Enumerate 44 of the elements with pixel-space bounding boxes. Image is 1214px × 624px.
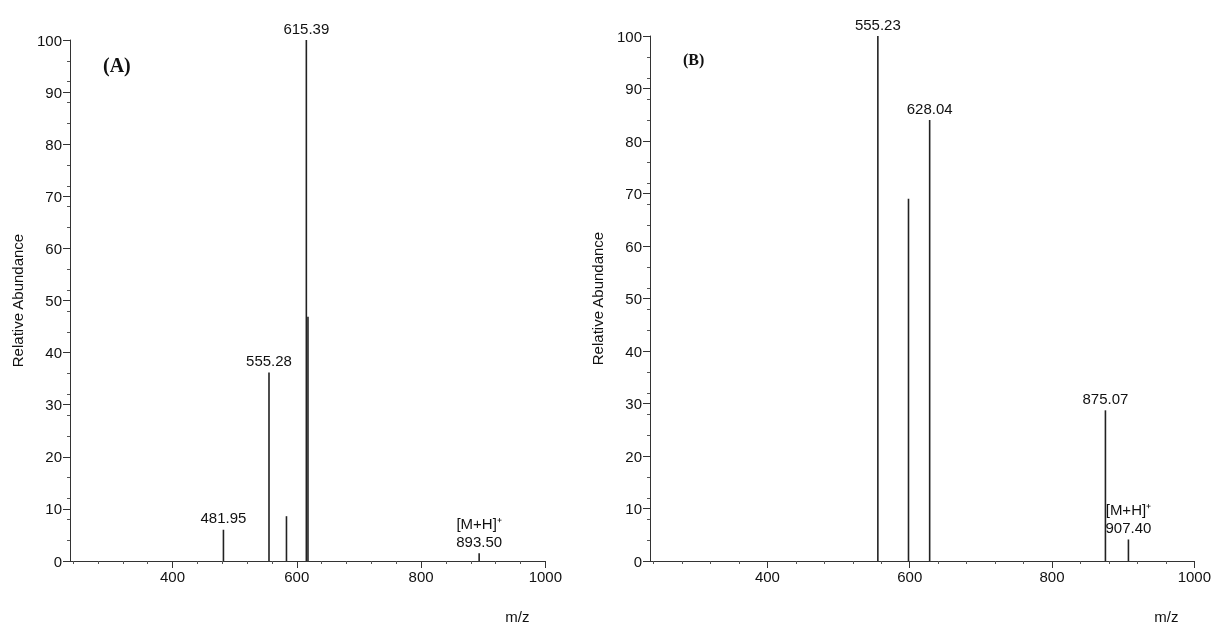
y-tick-label: 50: [45, 292, 62, 309]
annotation: [M+H]⁺ 907.40: [1105, 500, 1152, 536]
y-tick-label: 60: [45, 239, 62, 257]
y-tick-label: 0: [53, 552, 62, 570]
annotation: 628.04: [906, 99, 953, 117]
y-tick-label: 70: [625, 185, 642, 202]
y-axis-title: Relative Abundance: [9, 233, 26, 368]
annotation: 875.07: [1082, 389, 1129, 407]
x-tick-label: 1000: [528, 568, 562, 585]
x-tick-label: 400: [754, 568, 780, 585]
y-tick-label: 40: [625, 342, 642, 360]
annotation: 555.28: [246, 351, 292, 369]
x-axis-title: m/z: [1154, 608, 1179, 624]
y-tick-label: 10: [625, 500, 642, 517]
annotation: 481.95: [200, 509, 247, 527]
annotation: 555.23: [854, 15, 901, 33]
y-tick-label: 30: [45, 396, 62, 414]
x-tick-label: 800: [408, 568, 434, 585]
x-axis-title: m/z: [505, 608, 530, 624]
y-tick-label: 100: [36, 31, 62, 49]
y-tick-label: 30: [625, 395, 642, 412]
y-tick-label: 40: [45, 344, 62, 362]
y-axis-title: Relative Abundance: [589, 231, 606, 366]
y-tick-label: 0: [633, 552, 642, 570]
x-tick-label: 600: [897, 568, 923, 585]
x-tick-label: 600: [284, 568, 310, 585]
y-tick-label: 80: [45, 135, 62, 153]
y-tick-label: 100: [616, 27, 642, 45]
y-tick-label: 70: [45, 187, 62, 205]
annotation: 615.39: [283, 19, 330, 37]
y-tick-label: 10: [45, 500, 62, 518]
y-tick-label: 20: [45, 448, 62, 466]
x-tick-label: 400: [160, 568, 186, 585]
y-tick-label: 20: [625, 447, 642, 465]
annotation: [M+H]⁺ 893.50: [456, 514, 503, 550]
x-tick-label: 800: [1039, 568, 1065, 585]
x-tick-label: 1000: [1177, 568, 1211, 585]
y-tick-label: 90: [625, 80, 642, 97]
y-tick-label: 50: [625, 290, 642, 307]
text: (B): [683, 50, 705, 69]
y-tick-label: 60: [625, 237, 642, 255]
text: (A): [103, 54, 131, 77]
y-tick-label: 80: [625, 132, 642, 150]
y-tick-label: 90: [45, 83, 62, 101]
